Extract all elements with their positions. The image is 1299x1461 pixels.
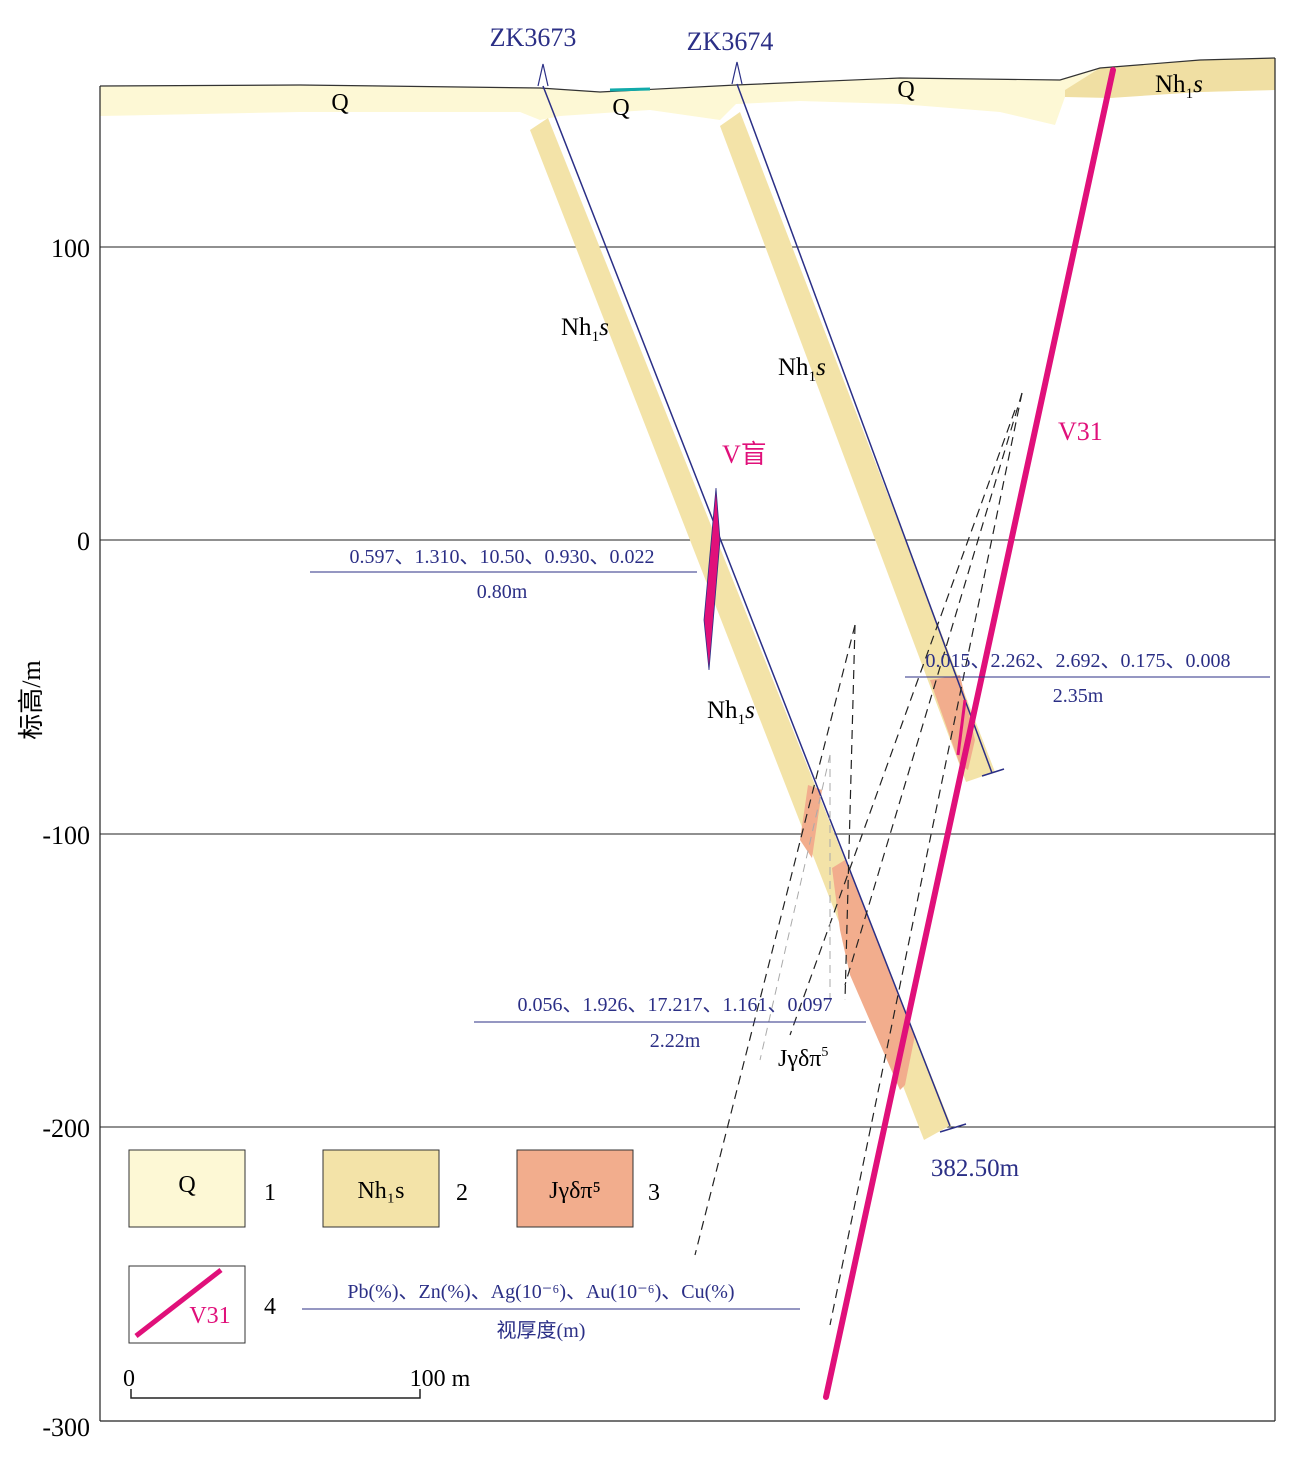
nh-label-zk3673-lower: Nh1s [707, 697, 755, 728]
nh-label-outcrop: Nh1s [1155, 71, 1203, 102]
tick-label-100: 100 [51, 234, 90, 263]
assay-annotation-3: 0.056、1.926、17.217、1.161、0.097 2.22m [474, 994, 866, 1052]
zk3674-intrusion [930, 675, 975, 770]
tick-label-minus100: -100 [42, 821, 90, 850]
nh-outcrop [1065, 58, 1275, 98]
zk3673-depth-label: 382.50m [931, 1155, 1020, 1182]
legend-formula-bottom: 视厚度(m) [497, 1319, 586, 1342]
vein-v31 [823, 67, 1116, 1400]
assay-1-grades: 0.597、1.310、10.50、0.930、0.022 [350, 546, 655, 568]
q-label-3: Q [897, 77, 914, 103]
zk3673-label: ZK3673 [490, 23, 577, 52]
q-label-1: Q [331, 90, 348, 116]
legend-swatch-nh [322, 1149, 440, 1228]
nh-label-zk3673-upper: Nh1s [561, 314, 609, 345]
assay-annotation-1: 0.597、1.310、10.50、0.930、0.022 0.80m [310, 546, 697, 603]
zk3673-intrusion-lower [832, 860, 915, 1090]
zk3674-trace [736, 83, 993, 774]
zk3674-nh-band [720, 112, 995, 782]
y-axis-label: 标高/m [17, 660, 46, 739]
vein-v31-label: V31 [1058, 417, 1103, 446]
nh-label-zk3674: Nh1s [778, 354, 826, 385]
tick-label-0: 0 [77, 527, 90, 556]
water-mark [609, 87, 651, 92]
intrusion-contacts [694, 392, 1023, 1326]
scale-bar: 0 100 m [123, 1366, 471, 1399]
zk3673-collar-icon [537, 63, 549, 87]
legend-num-4: 4 [264, 1294, 276, 1320]
scale-end: 100 m [410, 1366, 471, 1392]
zk3673-intrusion-upper [800, 785, 822, 858]
assay-3-thickness: 2.22m [650, 1030, 701, 1052]
zk3673-trace [542, 85, 951, 1127]
legend-label-vein: V31 [189, 1303, 230, 1329]
assay-annotation-2: 0.015、2.262、2.692、0.175、0.008 2.35m [905, 650, 1270, 707]
quaternary-layer [100, 58, 1275, 125]
assay-1-thickness: 0.80m [477, 581, 528, 603]
legend-swatch-q [128, 1149, 246, 1228]
scale-start: 0 [123, 1366, 135, 1392]
legend-label-intrusion: Jγδπ⁵ [549, 1178, 601, 1204]
elevation-gridlines [100, 246, 1275, 1128]
zk3674-end-tick [981, 768, 1005, 777]
legend-swatch-intrusion [516, 1149, 634, 1228]
tick-label-minus300: -300 [42, 1413, 90, 1442]
legend-num-1: 1 [264, 1180, 276, 1206]
zk3674-collar-icon [731, 61, 743, 85]
zk3674-label: ZK3674 [687, 27, 774, 56]
q-label-2: Q [612, 95, 629, 121]
tick-label-minus200: -200 [42, 1114, 90, 1143]
legend-label-q: Q [178, 1172, 195, 1198]
legend-swatch-vein [128, 1265, 246, 1344]
assay-2-thickness: 2.35m [1053, 685, 1104, 707]
vein-v31-segment [956, 699, 967, 756]
assay-3-grades: 0.056、1.926、17.217、1.161、0.097 [518, 994, 833, 1016]
legend-formula-top: Pb(%)、Zn(%)、Ag(10⁻⁶)、Au(10⁻⁶)、Cu(%) [347, 1281, 734, 1303]
legend-num-3: 3 [648, 1180, 660, 1206]
intrusion-label: Jγδπ5 [778, 1045, 828, 1072]
vein-v-blind-label: V盲 [722, 440, 767, 469]
assay-2-grades: 0.015、2.262、2.692、0.175、0.008 [926, 650, 1231, 672]
ground-surface-line [99, 57, 1276, 93]
legend-label-nh: Nh₁s [357, 1178, 404, 1204]
intrusion-contacts-grey [759, 754, 831, 1061]
vein-v-blind [703, 487, 721, 671]
legend: Q 1 Nh₁s 2 Jγδπ⁵ 3 V31 4 Pb(%)、Zn(%)、Ag(… [128, 1149, 800, 1344]
legend-num-2: 2 [456, 1180, 468, 1206]
zk3673-end-tick [939, 1123, 967, 1133]
